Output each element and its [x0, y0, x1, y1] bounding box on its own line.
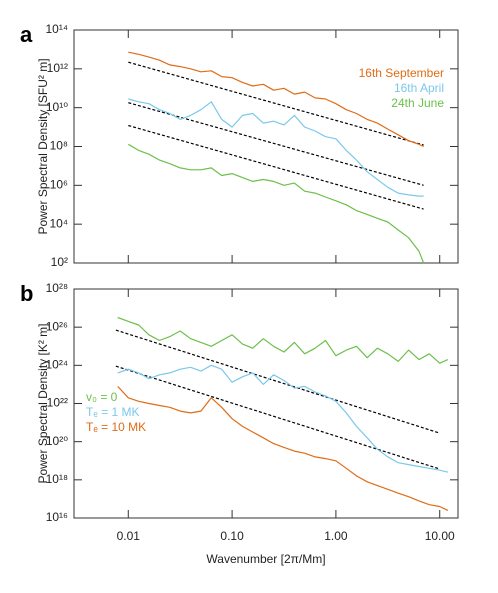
- y-tick-label: 10¹⁰: [46, 100, 68, 114]
- y-tick-label: 10¹⁶: [46, 510, 68, 524]
- y-tick-label: 10⁴: [49, 216, 68, 230]
- plot-frame: [73, 288, 459, 519]
- y-tick-label: 10¹⁴: [46, 22, 69, 36]
- series-line: [117, 385, 449, 511]
- series-line: [128, 51, 424, 148]
- y-tick-label: 10¹²: [47, 61, 68, 75]
- reference-line: [115, 329, 440, 434]
- series-line: [128, 98, 424, 197]
- legend-label: v₀ = 0: [86, 390, 118, 404]
- legend-label: 16th September: [359, 66, 444, 80]
- y-tick-label: 10²²: [47, 396, 68, 410]
- legend-label: 16th April: [394, 81, 444, 95]
- x-tick-label: 10.00: [425, 529, 455, 543]
- reference-line: [128, 102, 424, 186]
- panel-letter: b: [20, 281, 33, 306]
- reference-line: [128, 61, 424, 146]
- y-tick-label: 10⁸: [50, 139, 68, 153]
- series-line: [127, 143, 425, 264]
- x-axis-label: Wavenumber [2π/Mm]: [206, 552, 325, 566]
- x-tick-label: 1.00: [324, 529, 348, 543]
- x-tick-label: 0.01: [117, 529, 141, 543]
- legend-label: 24th June: [391, 96, 444, 110]
- reference-line: [115, 365, 440, 470]
- y-axis-label: Power Spectral Density [K² m]: [36, 323, 50, 483]
- panel-letter: a: [20, 22, 33, 47]
- x-tick-label: 0.10: [220, 529, 244, 543]
- y-axis-label: Power Spectral Density [SFU² m]: [36, 58, 50, 234]
- reference-line: [128, 124, 424, 210]
- y-tick-label: 10¹⁸: [46, 472, 68, 486]
- y-tick-label: 10²⁴: [46, 358, 69, 372]
- y-tick-label: 10²⁰: [46, 434, 68, 448]
- y-tick-label: 10²⁸: [46, 281, 68, 295]
- series-line: [117, 364, 449, 473]
- legend-label: Tₑ = 1 MK: [86, 405, 139, 419]
- series-line: [117, 316, 449, 364]
- y-tick-label: 10²: [51, 255, 68, 269]
- y-tick-label: 10²⁶: [46, 319, 68, 333]
- y-tick-label: 10⁶: [50, 178, 68, 192]
- legend-label: Tₑ = 10 MK: [86, 420, 146, 434]
